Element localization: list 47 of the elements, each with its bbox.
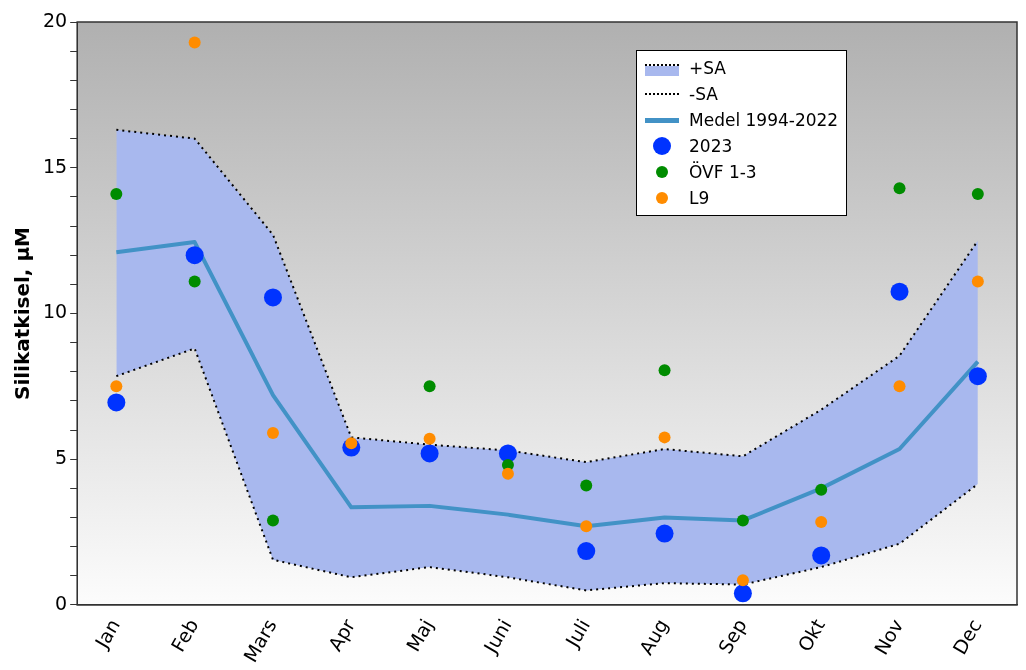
legend-label: L9 [689, 187, 710, 210]
point [736, 514, 749, 527]
point [110, 380, 123, 393]
y-tick-label: 0 [55, 591, 68, 614]
point [423, 432, 436, 445]
point [498, 444, 517, 463]
point [107, 393, 126, 412]
point [188, 275, 201, 288]
y-tick-label: 10 [42, 300, 68, 323]
point [266, 427, 279, 439]
x-tick-label: Feb [166, 615, 203, 656]
legend-label: -SA [689, 83, 718, 106]
point [815, 515, 828, 528]
point [893, 182, 906, 195]
point [420, 444, 439, 463]
y-tick-label: 5 [55, 446, 68, 469]
point [968, 367, 987, 386]
point [110, 187, 123, 200]
point [658, 431, 671, 444]
point [580, 479, 593, 492]
point [423, 380, 436, 393]
legend-label: Medel 1994-2022 [689, 109, 839, 132]
legend-label: ÖVF 1-3 [689, 160, 757, 184]
point [188, 36, 201, 49]
point [971, 187, 984, 200]
x-tick-label: Jan [89, 615, 125, 653]
point [263, 288, 282, 307]
point [971, 275, 984, 288]
legend-label: +SA [689, 57, 726, 80]
point [266, 514, 279, 527]
point [501, 467, 514, 480]
x-tick-label: Okt [793, 615, 829, 656]
point [812, 546, 831, 565]
y-tick-label: 20 [42, 8, 68, 31]
point [733, 584, 752, 603]
y-axis-title: Silikatkisel, µM [10, 226, 35, 400]
legend-label: 2023 [689, 135, 733, 158]
point [736, 574, 749, 587]
point [890, 282, 909, 301]
point [577, 542, 596, 561]
point [655, 524, 674, 543]
y-tick-label: 15 [42, 154, 68, 177]
point [815, 483, 828, 496]
point [658, 364, 671, 377]
point [185, 246, 204, 265]
point [580, 520, 593, 533]
point [893, 380, 906, 393]
